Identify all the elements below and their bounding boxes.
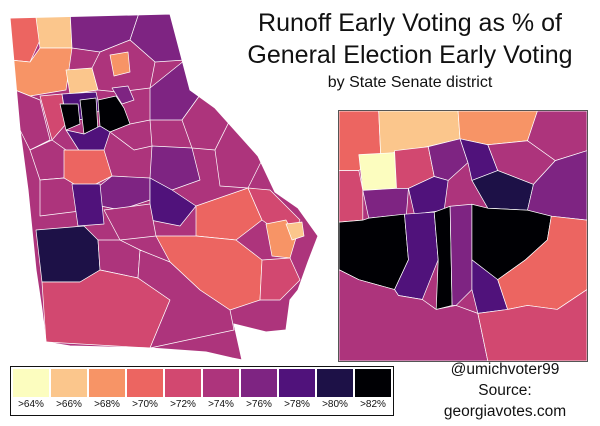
source-label: Source: [478, 382, 532, 399]
district-coast1 [259, 257, 301, 301]
inset-district-22 [339, 269, 489, 361]
legend-item: >76% [241, 369, 277, 415]
legend-swatch [317, 369, 353, 397]
district-ne4 [214, 119, 263, 189]
legend-swatch [355, 369, 391, 397]
district-north4 [109, 51, 131, 77]
georgia-outline [9, 13, 319, 361]
legend-label: >70% [132, 399, 158, 410]
legend-item: >68% [89, 369, 125, 415]
inset-district-10 [339, 170, 364, 223]
map-title-line-2: General Election Early Voting [247, 41, 573, 69]
district-north2 [129, 14, 186, 63]
legend-item: >74% [203, 369, 239, 415]
district-savannah2 [285, 221, 305, 241]
author-handle: @umichvoter99 [450, 361, 560, 378]
inset-district-18 [449, 203, 473, 306]
district-metro5 [111, 85, 135, 105]
legend-label: >74% [208, 399, 234, 410]
legend-item: >70% [127, 369, 163, 415]
legend-label: >68% [94, 399, 120, 410]
legend-label: >64% [18, 399, 44, 410]
map-title-line-1: Runoff Early Voting as % of [258, 9, 562, 37]
inset-district-7 [427, 138, 469, 181]
inset-district-17 [433, 205, 453, 310]
legend-swatch [203, 369, 239, 397]
legend-label: >80% [322, 399, 348, 410]
color-legend: >64% >66% >68% >70% >72% >74% >76% >78% >80% >82% [10, 366, 394, 416]
district-sw1 [35, 225, 101, 283]
district-nw2 [34, 14, 73, 49]
legend-label: >76% [246, 399, 272, 410]
inset-district-11 [362, 188, 409, 219]
map-subtitle: by State Senate district [327, 74, 493, 91]
inset-district-3 [457, 111, 538, 146]
legend-swatch [89, 369, 125, 397]
legend-label: >72% [170, 399, 196, 410]
inset-district-5 [358, 152, 397, 191]
legend-label: >78% [284, 399, 310, 410]
district-metro2 [59, 103, 81, 131]
legend-swatch [51, 369, 87, 397]
legend-item: >66% [51, 369, 87, 415]
legend-item: >78% [279, 369, 315, 415]
legend-swatch [279, 369, 315, 397]
atlanta-inset-map [338, 110, 588, 362]
legend-swatch [13, 369, 49, 397]
legend-swatch [127, 369, 163, 397]
district-central2 [71, 183, 105, 227]
legend-label: >82% [360, 399, 386, 410]
legend-swatch [165, 369, 201, 397]
source-site: georgiavotes.com [443, 403, 567, 420]
legend-swatch [241, 369, 277, 397]
district-south3 [137, 249, 235, 349]
district-east1 [195, 187, 263, 241]
district-ne3 [149, 145, 201, 191]
district-metro7 [109, 119, 153, 151]
legend-item: >80% [317, 369, 353, 415]
district-nw1 [10, 14, 41, 63]
inset-district-23 [477, 289, 587, 361]
legend-item: >72% [165, 369, 201, 415]
inset-district-12 [408, 176, 449, 215]
district-wc2 [63, 149, 113, 191]
legend-item: >64% [13, 369, 49, 415]
legend-label: >66% [56, 399, 82, 410]
legend-item: >82% [355, 369, 391, 415]
